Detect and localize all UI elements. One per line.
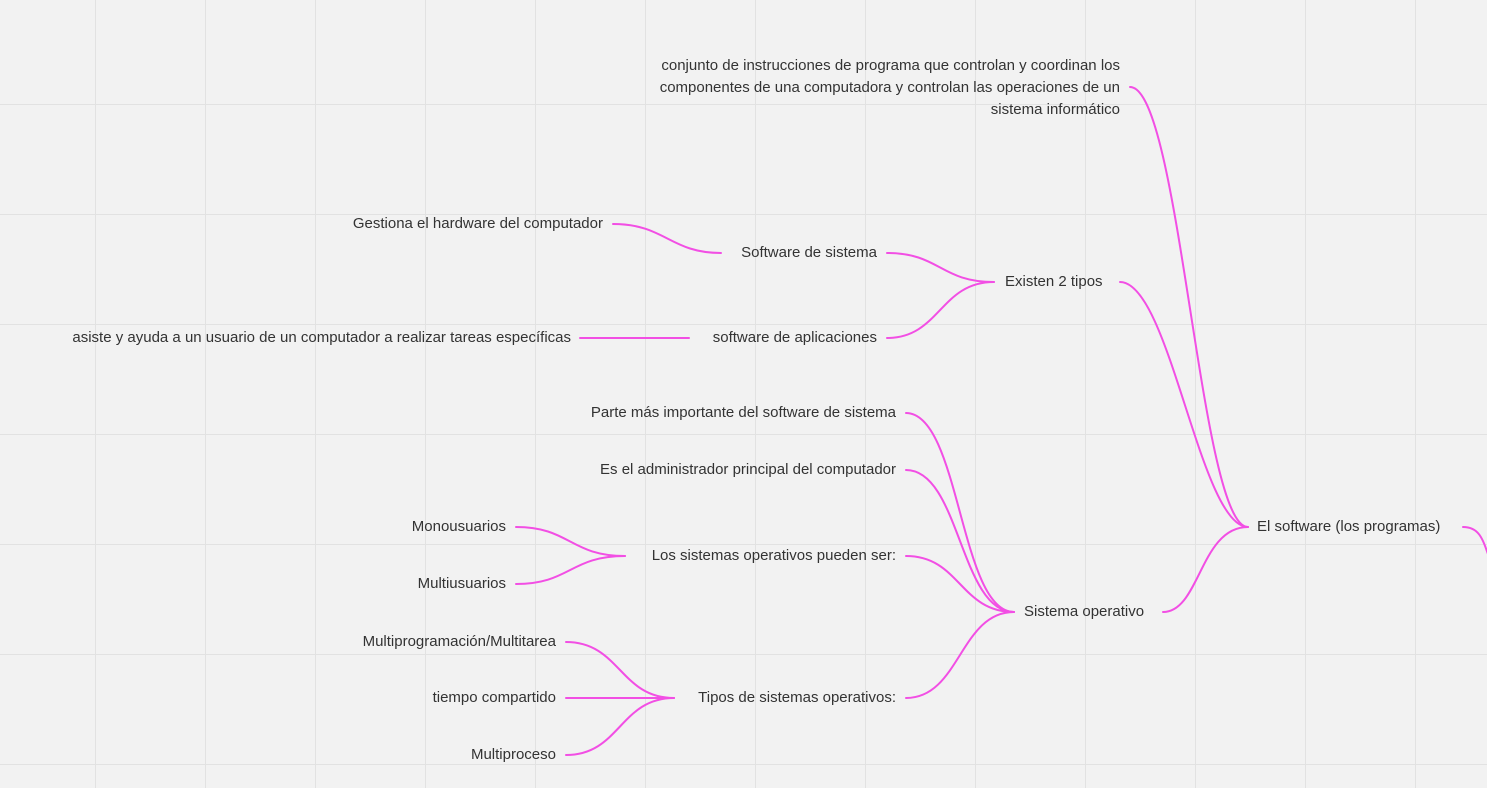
node-definition[interactable]: conjunto de instrucciones de programa qu… <box>659 57 1120 118</box>
connector-root-offscreen <box>1462 526 1487 555</box>
node-administrador-principal[interactable]: Es el administrador principal del comput… <box>600 461 896 478</box>
node-software-de-sistema[interactable]: Software de sistema <box>741 244 877 261</box>
connector-so-administrador <box>905 469 1015 613</box>
connector-tipos-multiprogramacion <box>565 641 675 699</box>
node-tipos-sistemas-operativos[interactable]: Tipos de sistemas operativos: <box>698 689 896 706</box>
connector-root-existen <box>1119 281 1249 528</box>
node-existen-2-tipos[interactable]: Existen 2 tipos <box>1005 273 1103 290</box>
node-monousuarios[interactable]: Monousuarios <box>411 518 506 535</box>
connector-pueden-ser-monousuarios <box>515 526 626 557</box>
connector-root-sistema-operativo <box>1162 526 1249 613</box>
node-asiste-ayuda[interactable]: asiste y ayuda a un usuario de un comput… <box>72 329 571 346</box>
node-multiproceso[interactable]: Multiproceso <box>470 746 556 763</box>
node-root[interactable]: El software (los programas) <box>1257 518 1441 535</box>
node-multiprogramacion[interactable]: Multiprogramación/Multitarea <box>362 633 556 650</box>
connector-tipos-multiproceso <box>565 697 675 756</box>
node-parte-mas-importante[interactable]: Parte más importante del software de sis… <box>590 404 896 421</box>
connector-so-pueden-ser <box>905 555 1015 613</box>
connector-so-parte-importante <box>905 412 1015 613</box>
node-sistema-operativo[interactable]: Sistema operativo <box>1024 603 1145 620</box>
node-tiempo-compartido[interactable]: tiempo compartido <box>432 689 556 706</box>
connector-pueden-ser-multiusuarios <box>515 555 626 585</box>
node-gestiona-hardware[interactable]: Gestiona el hardware del computador <box>352 215 603 232</box>
node-multiusuarios[interactable]: Multiusuarios <box>417 575 506 592</box>
connector-so-tipos <box>905 611 1015 699</box>
connector-existen-software-sistema <box>886 252 995 283</box>
connector-existen-software-aplicaciones <box>886 281 995 339</box>
connector-software-sistema-detail <box>612 223 722 254</box>
node-pueden-ser[interactable]: Los sistemas operativos pueden ser: <box>651 547 896 564</box>
connector-root-definition <box>1129 86 1249 528</box>
node-software-de-aplicaciones[interactable]: software de aplicaciones <box>712 329 877 346</box>
